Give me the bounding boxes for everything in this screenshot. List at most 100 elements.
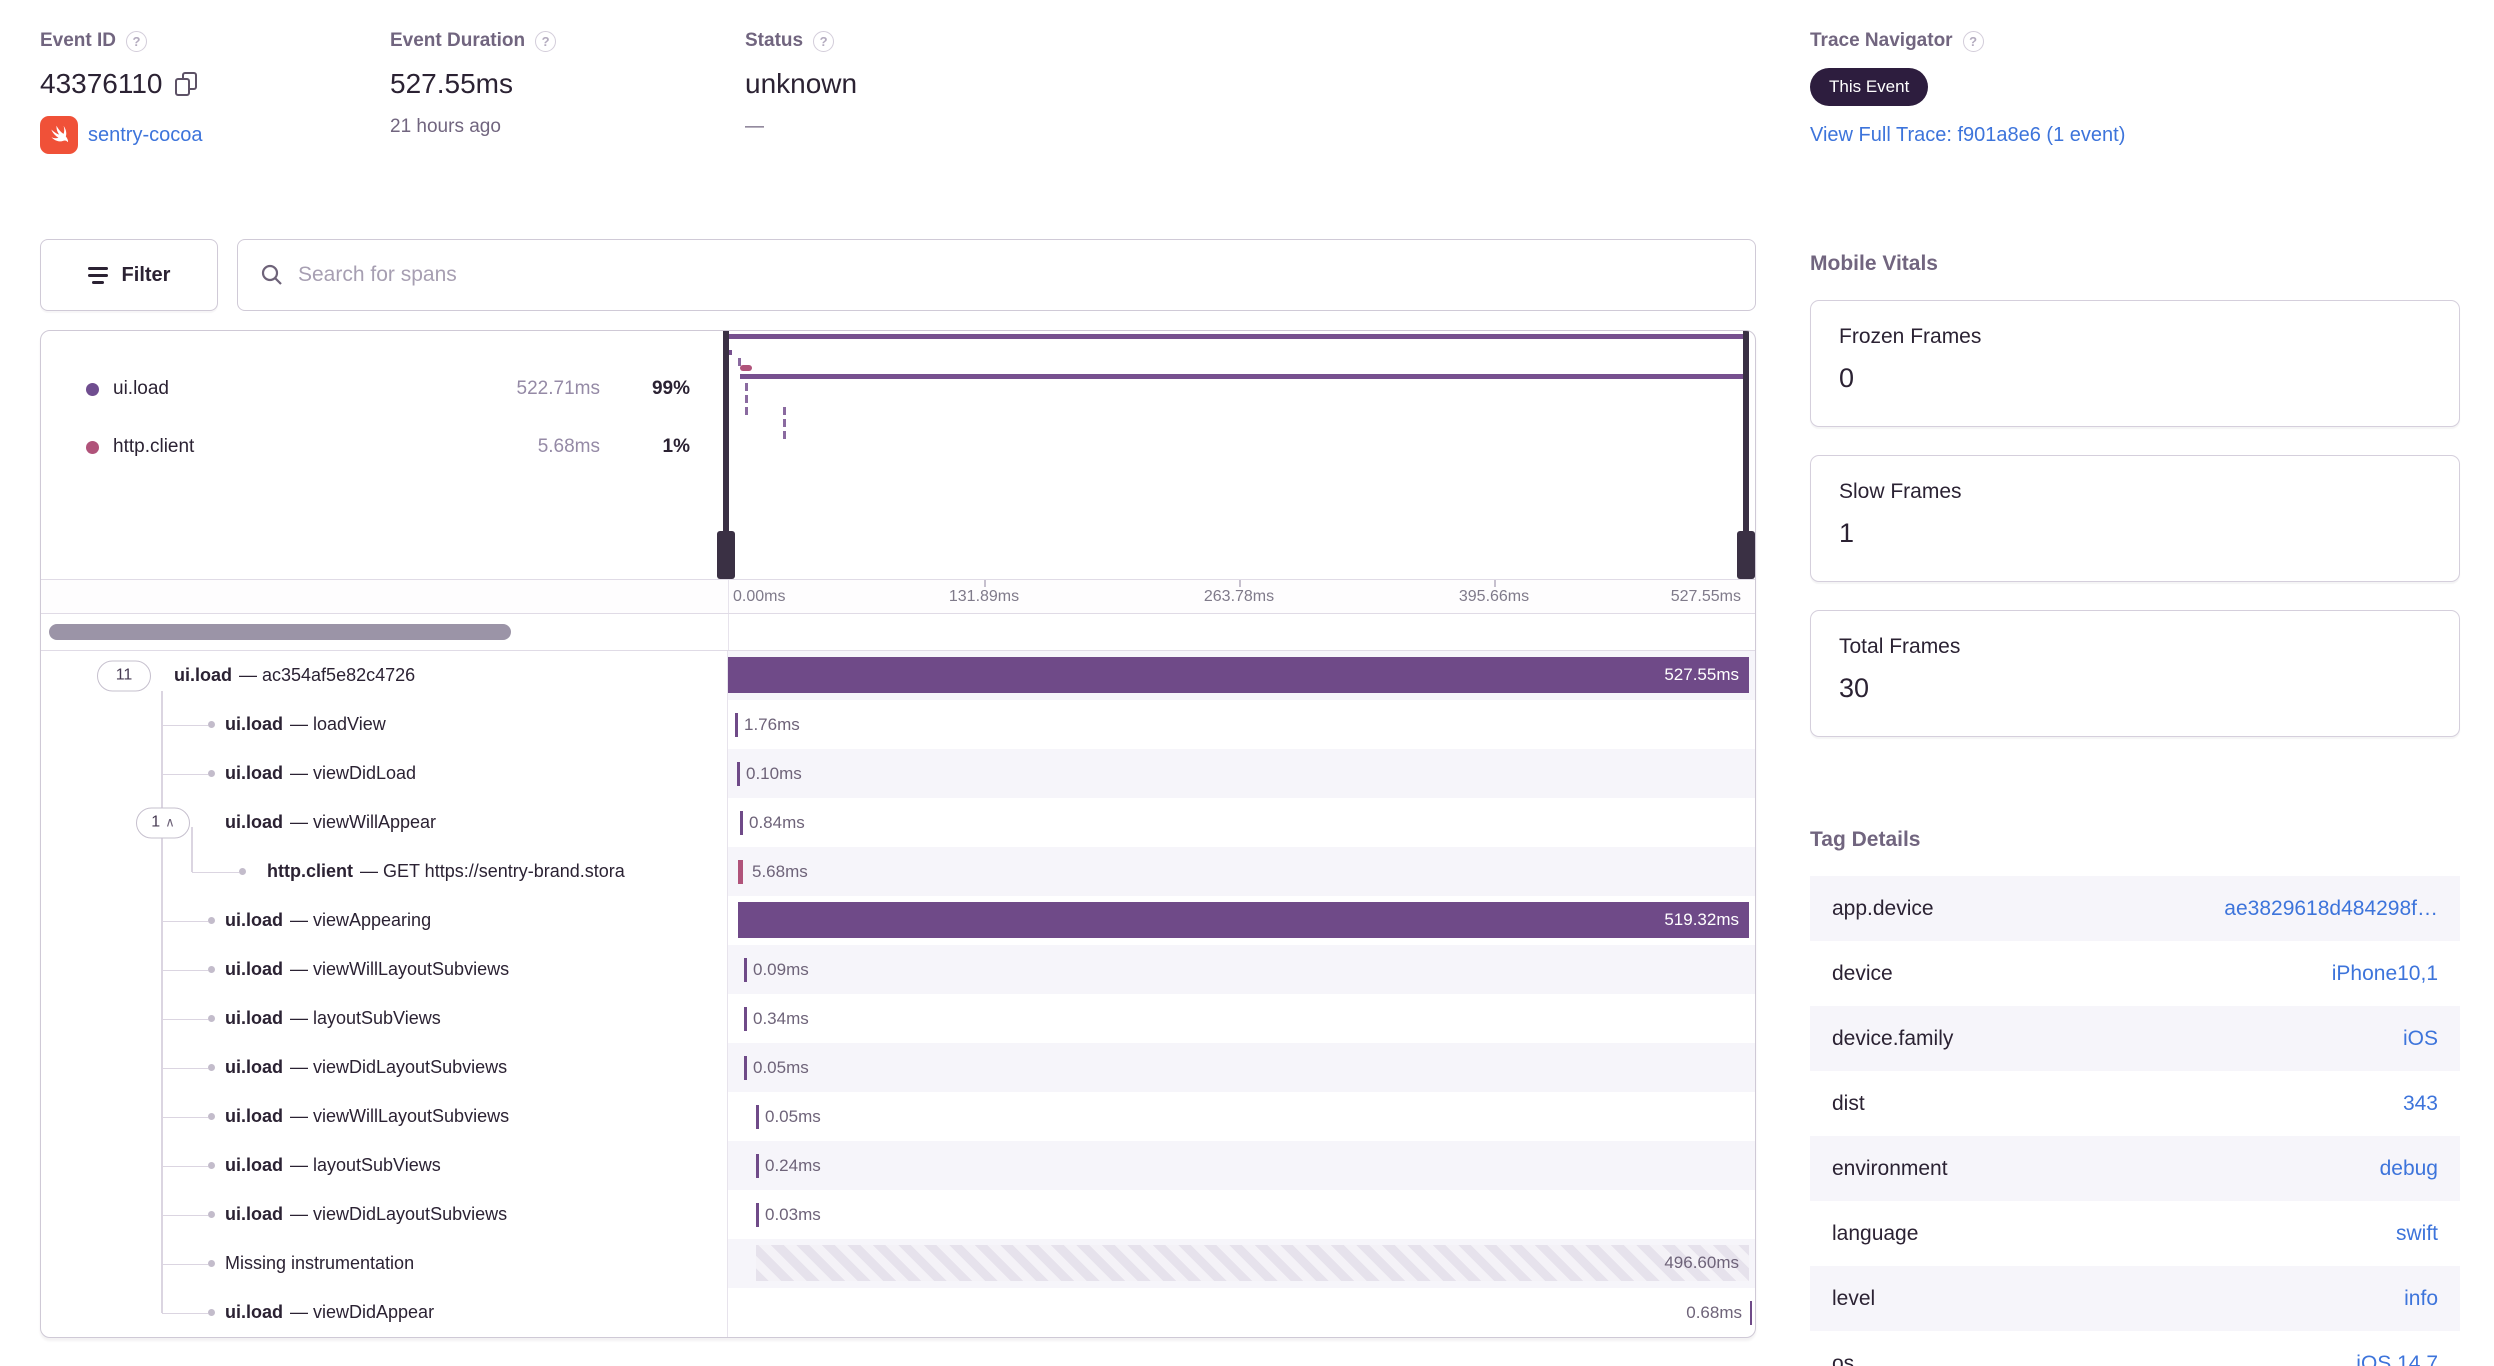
- table-row[interactable]: ui.load — viewAppearing 519.32ms: [41, 896, 1755, 945]
- tag-key: environment: [1832, 1156, 1948, 1180]
- minimap-span-mark: [783, 431, 786, 439]
- view-full-trace-link[interactable]: View Full Trace: f901a8e6 (1 event): [1810, 124, 2126, 146]
- tag-key: level: [1832, 1286, 1876, 1310]
- table-row[interactable]: ui.load — viewWillLayoutSubviews 0.09ms: [41, 945, 1755, 994]
- table-row[interactable]: ui.load — viewWillLayoutSubviews 0.05ms: [41, 1092, 1755, 1141]
- span-tick: [756, 1202, 759, 1227]
- tag-value-link[interactable]: iOS 14.7: [2356, 1351, 2438, 1366]
- table-row[interactable]: ui.load — viewDidAppear 0.68ms: [41, 1288, 1755, 1337]
- time-axis: 0.00ms 131.89ms 263.78ms 395.66ms 527.55…: [41, 579, 1755, 614]
- span-tick: [1749, 1300, 1752, 1325]
- tag-value-link[interactable]: iOS: [2402, 1026, 2438, 1050]
- table-row[interactable]: http.client — GET https://sentry-brand.s…: [41, 847, 1755, 896]
- help-icon[interactable]: ?: [1962, 30, 1984, 52]
- event-id-value: 43376110: [40, 68, 163, 99]
- tag-value-link[interactable]: 343: [2402, 1091, 2438, 1115]
- http-client-dot-icon: [86, 440, 99, 454]
- minimap-span-mark: [745, 383, 748, 391]
- chevron-up-icon: ∧: [165, 814, 175, 830]
- minimap-span-appearing: [740, 374, 1749, 379]
- span-tick: [740, 810, 743, 835]
- minimap-right-handle[interactable]: [1743, 331, 1749, 541]
- span-tick: [744, 1055, 747, 1080]
- table-row: dist 343: [1810, 1071, 2460, 1136]
- table-row[interactable]: Missing instrumentation 496.60ms: [41, 1239, 1755, 1288]
- table-row[interactable]: ui.load — layoutSubViews 0.34ms: [41, 994, 1755, 1043]
- status-label: Status: [745, 30, 804, 51]
- event-duration-label: Event Duration: [390, 30, 526, 51]
- minimap-right-grip[interactable]: [1737, 531, 1755, 579]
- table-row: language swift: [1810, 1201, 2460, 1266]
- event-duration-column: Event Duration ? 527.55ms 21 hours ago: [390, 30, 557, 138]
- legend-percent: 99%: [651, 378, 690, 399]
- tag-value-link[interactable]: ae3829618d484298f…: [2224, 896, 2438, 920]
- search-input[interactable]: [298, 263, 1733, 287]
- legend-item-ui-load[interactable]: ui.load 522.71ms 99%: [41, 369, 727, 409]
- tag-value-link[interactable]: info: [2404, 1286, 2438, 1310]
- minimap-span-http: [740, 365, 752, 371]
- copy-icon[interactable]: [174, 72, 197, 96]
- table-row[interactable]: ui.load — viewDidLayoutSubviews 0.05ms: [41, 1043, 1755, 1092]
- help-icon[interactable]: ?: [813, 30, 835, 52]
- tag-details-title: Tag Details: [1810, 828, 1921, 851]
- table-row: device iPhone10,1: [1810, 941, 2460, 1006]
- table-row[interactable]: ui.load — layoutSubViews 0.24ms: [41, 1141, 1755, 1190]
- tag-details-table: app.device ae3829618d484298f… device iPh…: [1810, 876, 2460, 1366]
- span-count-badge[interactable]: 11: [97, 660, 151, 691]
- span-collapse-badge[interactable]: 1 ∧: [136, 807, 190, 838]
- help-icon[interactable]: ?: [535, 30, 557, 52]
- table-row[interactable]: ui.load — viewDidLayoutSubviews 0.03ms: [41, 1190, 1755, 1239]
- vital-card-frozen-frames: Frozen Frames 0: [1810, 300, 2460, 427]
- filter-icon: [87, 266, 108, 284]
- axis-tick-label: 527.55ms: [1670, 588, 1741, 605]
- trace-navigator-label: Trace Navigator: [1810, 30, 1953, 51]
- event-duration-value: 527.55ms: [390, 68, 513, 99]
- vital-value: 0: [1839, 363, 1855, 393]
- table-row[interactable]: ui.load — loadView 1.76ms: [41, 700, 1755, 749]
- minimap-span-mark: [783, 419, 786, 427]
- legend-duration: 5.68ms: [537, 436, 600, 457]
- table-row[interactable]: 1 ∧ ui.load — viewWillAppear 0.84ms: [41, 798, 1755, 847]
- table-row: level info: [1810, 1266, 2460, 1331]
- table-row[interactable]: ui.load — viewDidLoad 0.10ms: [41, 749, 1755, 798]
- table-row[interactable]: 11 ui.load — ac354af5e82c4726 527.55ms: [41, 651, 1755, 700]
- legend-name: ui.load: [113, 378, 169, 399]
- event-id-label: Event ID: [40, 30, 117, 51]
- tag-key: device: [1832, 961, 1893, 985]
- minimap-left-handle[interactable]: [723, 331, 729, 541]
- axis-tick-label: 263.78ms: [1203, 588, 1275, 605]
- tag-value-link[interactable]: iPhone10,1: [2331, 961, 2438, 985]
- trace-navigator: Trace Navigator ? This Event View Full T…: [1810, 30, 2125, 147]
- legend-percent: 1%: [662, 436, 690, 457]
- tree-scrollbar-thumb[interactable]: [49, 624, 511, 640]
- legend-name: http.client: [113, 436, 195, 457]
- mobile-vitals-title: Mobile Vitals: [1810, 252, 1938, 275]
- vital-card-slow-frames: Slow Frames 1: [1810, 455, 2460, 582]
- table-row: environment debug: [1810, 1136, 2460, 1201]
- minimap-span-mark: [727, 350, 732, 355]
- minimap-span-mark: [745, 407, 748, 415]
- minimap-section: ui.load 522.71ms 99% http.client 5.68ms …: [41, 331, 1755, 579]
- tag-value-link[interactable]: debug: [2379, 1156, 2438, 1180]
- tag-value-link[interactable]: swift: [2396, 1221, 2438, 1245]
- tag-key: dist: [1832, 1091, 1865, 1115]
- missing-instrumentation-bar: 496.60ms: [756, 1245, 1749, 1281]
- legend-item-http-client[interactable]: http.client 5.68ms 1%: [41, 427, 727, 467]
- project-link[interactable]: sentry-cocoa: [88, 123, 203, 146]
- vital-value: 1: [1839, 518, 1855, 548]
- axis-tick-label: 395.66ms: [1458, 588, 1530, 605]
- status-column: Status ? unknown —: [745, 30, 857, 138]
- span-tick: [737, 761, 740, 786]
- event-id-column: Event ID ? 43376110 sentry-cocoa: [40, 30, 203, 154]
- minimap-left-grip[interactable]: [717, 531, 735, 579]
- tag-key: language: [1832, 1221, 1919, 1245]
- help-icon[interactable]: ?: [126, 30, 148, 52]
- vital-value: 30: [1839, 673, 1870, 703]
- span-tick: [738, 859, 743, 884]
- filter-button-label: Filter: [121, 263, 171, 286]
- axis-tick-label: 131.89ms: [948, 588, 1020, 605]
- this-event-badge: This Event: [1810, 68, 1929, 106]
- filter-button[interactable]: Filter: [40, 239, 218, 311]
- tag-key: app.device: [1832, 896, 1934, 920]
- vital-label: Total Frames: [1839, 635, 1961, 658]
